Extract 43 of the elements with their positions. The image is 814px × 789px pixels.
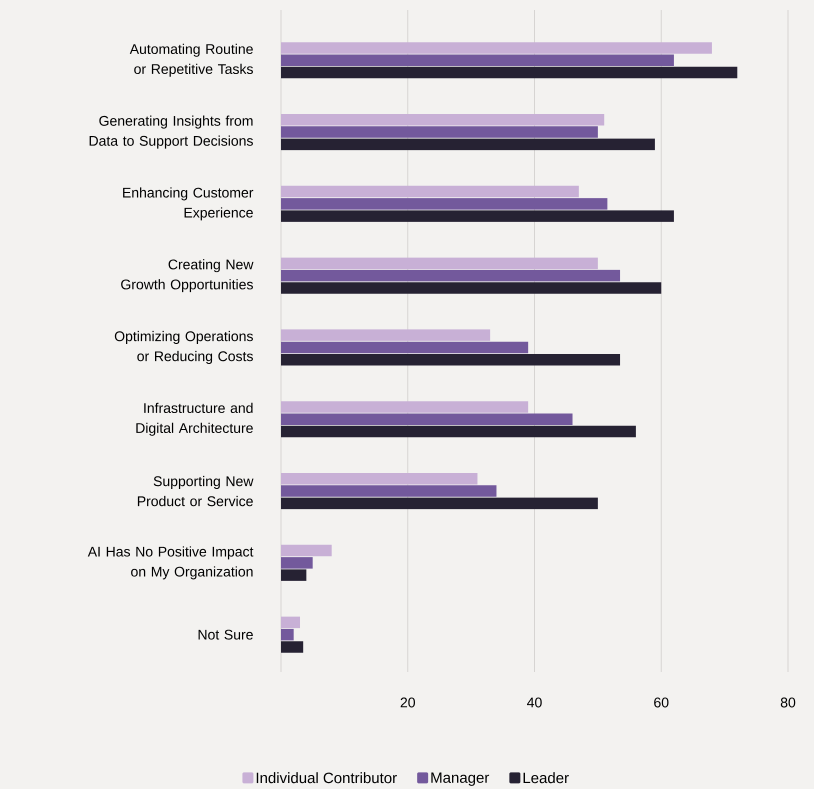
y-tick-label: Generating Insights from Data to Support Decisions: [90, 116, 253, 149]
bar: [281, 426, 636, 438]
bar: [281, 401, 528, 413]
bar: [281, 210, 674, 222]
bar: [281, 138, 655, 150]
bar: [281, 557, 313, 569]
bar: [281, 414, 573, 426]
bar: [281, 198, 608, 210]
x-tick-label: 40: [527, 698, 542, 708]
y-tick-label: AI Has No Positive Impact on My Organization: [88, 546, 254, 580]
x-tick-label: 20: [400, 698, 415, 708]
bar: [281, 342, 528, 354]
bar: [281, 628, 294, 640]
bar: [281, 498, 598, 510]
y-tick-label: Optimizing Operations or Reducing Costs: [114, 330, 253, 364]
y-tick-label: Creating New Growth Opportunities: [121, 259, 254, 292]
bar: [281, 354, 620, 366]
bar: [281, 54, 674, 66]
bar: [281, 114, 604, 126]
bar: [281, 473, 478, 485]
x-tick-label: 60: [654, 698, 668, 708]
bar: [281, 329, 490, 341]
y-tick-label: Infrastructure and Digital Architecture: [136, 402, 253, 436]
bar: [281, 485, 496, 497]
legend-label: Leader: [524, 772, 569, 784]
bar: [281, 616, 300, 628]
y-tick-label: Automating Routine or Repetitive Tasks: [130, 44, 253, 77]
bar: [281, 186, 579, 198]
bar: [281, 42, 712, 54]
bar: [281, 282, 662, 294]
bar: [281, 258, 598, 270]
bar: [281, 569, 306, 581]
bar: [281, 126, 598, 138]
bar: [281, 66, 738, 78]
legend-label: Individual Contributor: [256, 772, 397, 784]
y-tick-label: Enhancing Customer Experience: [123, 187, 254, 220]
y-tick-label: Supporting New Product or Service: [138, 476, 254, 506]
bar: [281, 641, 304, 653]
bar: [281, 544, 332, 556]
x-tick-label: 80: [780, 698, 796, 708]
legend-label: Manager: [431, 772, 490, 786]
y-tick-label: Not Sure: [198, 630, 253, 640]
bar: [281, 270, 620, 282]
